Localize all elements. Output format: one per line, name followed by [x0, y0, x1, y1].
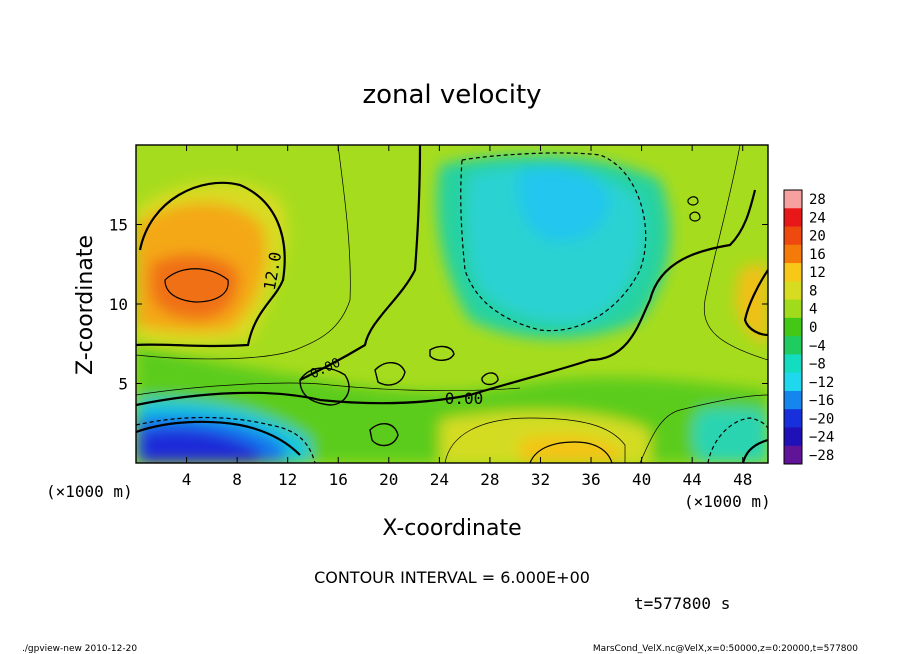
- x-unit-label: (×1000 m): [684, 492, 771, 511]
- colorbar-label: −12: [809, 375, 834, 391]
- contour-line: [460, 152, 647, 332]
- colorbar-label: −4: [809, 338, 826, 354]
- x-tick-label: 8: [232, 470, 242, 489]
- colorbar-label: −28: [809, 448, 834, 464]
- colorbar-frame: [783, 189, 803, 465]
- colorbar-label: 4: [809, 302, 817, 318]
- x-tick-label: 48: [733, 470, 752, 489]
- contour-line: [136, 181, 286, 348]
- x-axis: 4 8 12 16 20 24 28 32 36 40 44 48: [182, 145, 752, 489]
- contour-line: [529, 441, 613, 463]
- x-tick-label: 36: [581, 470, 600, 489]
- y-tick-label: 5: [118, 375, 128, 394]
- colorbar-swatch: [784, 190, 802, 209]
- bottom-negative-core: [140, 428, 262, 463]
- y-tick-label: 15: [109, 216, 128, 235]
- colorbar-label: −20: [809, 411, 834, 427]
- contour-interval-text: CONTOUR INTERVAL = 6.000E+00: [314, 568, 590, 587]
- x-tick-label: 32: [531, 470, 550, 489]
- colorbar-label: 12: [809, 265, 826, 281]
- colorbar-swatch: [784, 244, 802, 264]
- x-tick-label: 16: [329, 470, 348, 489]
- chart-title: zonal velocity: [362, 80, 541, 110]
- contour-label: 0.00: [445, 389, 484, 408]
- colorbar-swatch: [784, 208, 802, 228]
- colorbar-label: 24: [809, 210, 826, 226]
- colorbar-swatch: [784, 427, 802, 447]
- contour-line: [707, 417, 768, 463]
- time-text: t=577800 s: [634, 594, 730, 613]
- contour-line: [639, 394, 768, 463]
- colorbar-label: 8: [809, 283, 817, 299]
- contour-line: [687, 196, 699, 206]
- x-tick-label: 44: [683, 470, 702, 489]
- contour-line: [481, 372, 499, 386]
- y-tick-label: 10: [109, 295, 128, 314]
- colorbar-label: 28: [809, 192, 826, 208]
- y-axis: 5 10 15: [109, 216, 768, 394]
- colorbar-swatch: [784, 281, 802, 301]
- x-tick-label: 40: [632, 470, 651, 489]
- x-tick-label: 20: [379, 470, 398, 489]
- positive-lobe-core: [150, 254, 239, 320]
- contour-lines: [136, 145, 768, 463]
- colorbar-label: −16: [809, 393, 834, 409]
- colorbar: 28 24 20 16 12 8 4 0 −4 −8 −12 −16 −20 −24 −28: [783, 189, 834, 465]
- colorbar-swatch: [784, 263, 802, 282]
- contour-line: [429, 345, 455, 361]
- y-axis-title: Z-coordinate: [73, 235, 98, 375]
- colorbar-swatch: [784, 354, 802, 374]
- bottom-right-negative: [692, 407, 768, 463]
- contour-line: [444, 417, 626, 463]
- contour-line: [136, 382, 521, 396]
- contour-line: [164, 268, 229, 303]
- colorbar-swatch: [784, 390, 802, 410]
- colorbar-label: −24: [809, 430, 834, 446]
- footer-right: MarsCond_VelX.nc@VelX,x=0:50000,z=0:2000…: [593, 644, 858, 654]
- contour-line: [689, 211, 701, 222]
- footer-left: ./gpview-new 2010-12-20: [22, 644, 137, 654]
- y-unit-label: (×1000 m): [46, 482, 133, 501]
- bottom-positive: [520, 435, 620, 463]
- x-axis-title: X-coordinate: [382, 516, 521, 541]
- contour-line: [299, 145, 422, 381]
- contour-line: [743, 269, 768, 337]
- contour-line: [741, 438, 768, 463]
- colorbar-swatch: [784, 299, 802, 319]
- contour-line: [136, 145, 351, 360]
- colorbar-label: 0: [809, 320, 817, 336]
- x-tick-label: 28: [480, 470, 499, 489]
- colorbar-swatch: [784, 336, 802, 355]
- contour-line: [299, 367, 350, 406]
- colorbar-label: −8: [809, 357, 826, 373]
- color-field: [136, 155, 768, 463]
- x-tick-label: 4: [182, 470, 192, 489]
- contour-line: [136, 189, 757, 407]
- colorbar-label: 16: [809, 247, 826, 263]
- colorbar-swatch: [784, 226, 802, 246]
- colorbar-label: 20: [809, 229, 826, 245]
- colorbar-swatch: [784, 317, 802, 337]
- contour-line: [369, 423, 399, 447]
- plot-area: 12.0 0.00 0.00: [136, 145, 768, 463]
- contour-line: [136, 416, 316, 463]
- colorbar-swatch: [784, 445, 802, 465]
- contour-line: [374, 362, 406, 386]
- negative-region-core: [518, 166, 610, 241]
- x-tick-label: 24: [430, 470, 449, 489]
- x-tick-label: 12: [278, 470, 297, 489]
- colorbar-swatch: [784, 372, 802, 392]
- colorbar-swatch: [784, 409, 802, 428]
- contour-line: [136, 420, 301, 456]
- contour-line: [703, 145, 768, 361]
